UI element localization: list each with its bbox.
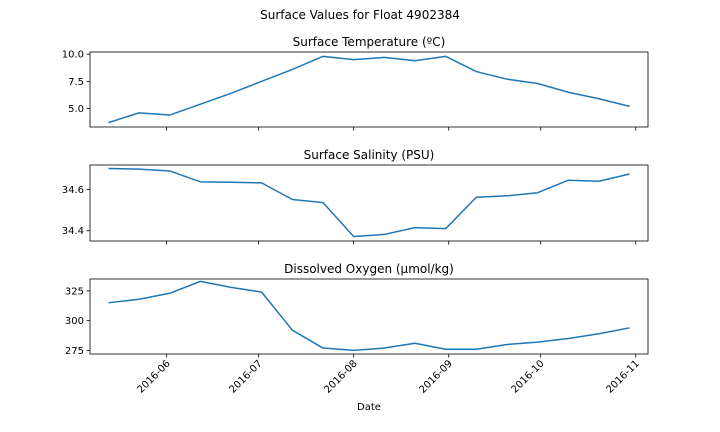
temperature-y-axis: 5.0 7.5 10.0 [62, 50, 90, 115]
panel-temperature: Surface Temperature (ºC) 5.0 7.5 10.0 [62, 35, 649, 131]
temperature-y-tick-label: 10.0 [62, 50, 84, 61]
x-tick-label: 2016-06 [135, 358, 172, 395]
salinity-y-tick-label: 34.4 [62, 226, 84, 237]
oxygen-y-tick-label: 300 [65, 316, 84, 327]
oxygen-line [108, 280, 630, 352]
oxygen-axes-frame [89, 278, 649, 355]
temperature-axes-frame [89, 51, 649, 128]
oxygen-y-axis: 275 300 325 [65, 286, 90, 357]
salinity-x-axis [166, 241, 637, 245]
temperature-panel-title: Surface Temperature (ºC) [293, 35, 446, 49]
oxygen-x-axis: 2016-06 2016-07 2016-08 2016-09 2016-10 2016-… [135, 354, 642, 396]
salinity-line [108, 167, 630, 238]
x-tick-label: 2016-09 [418, 358, 455, 395]
salinity-y-tick-label: 34.6 [62, 185, 84, 196]
temperature-y-tick-label: 5.0 [68, 104, 84, 115]
x-axis-label: Date [357, 402, 381, 413]
x-tick-label: 2016-10 [509, 358, 546, 395]
oxygen-y-tick-label: 275 [65, 346, 84, 357]
oxygen-panel-title: Dissolved Oxygen (µmol/kg) [284, 262, 454, 276]
temperature-y-tick-label: 7.5 [68, 77, 84, 88]
temperature-line [108, 55, 630, 124]
panel-oxygen: Dissolved Oxygen (µmol/kg) 275 300 325 201… [65, 262, 649, 396]
panel-salinity: Surface Salinity (PSU) 34.4 34.6 [62, 148, 649, 245]
oxygen-y-tick-label: 325 [65, 286, 84, 297]
x-tick-label: 2016-07 [227, 358, 264, 395]
figure-title: Surface Values for Float 4902384 [260, 8, 460, 22]
x-tick-label: 2016-11 [605, 358, 642, 395]
salinity-panel-title: Surface Salinity (PSU) [304, 148, 435, 162]
salinity-y-axis: 34.4 34.6 [62, 185, 90, 237]
temperature-x-axis [166, 127, 637, 131]
salinity-axes-frame [89, 164, 649, 242]
x-tick-label: 2016-08 [322, 358, 359, 395]
